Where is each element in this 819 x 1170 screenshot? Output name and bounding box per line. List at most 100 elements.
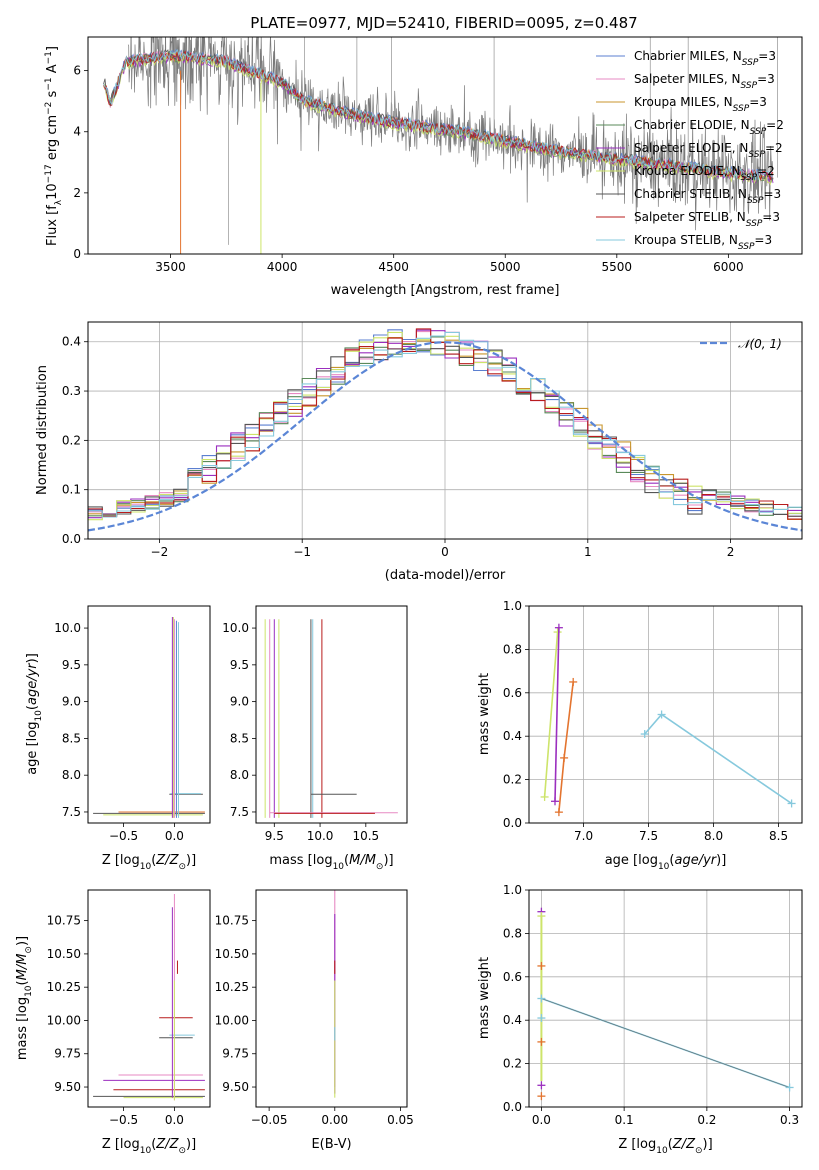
panel-frame [87,605,211,824]
y-tick-label: 0.2 [62,433,81,447]
panel-massweight-metallicity: 0.0 0.1 0.2 0.3 0.0 0.2 0.4 0.6 0.8 1.0 Z [log10(Z… [477,883,803,1156]
x-axis-label: (data-model)/error [385,568,506,583]
x-tick-label: 10.5 [352,829,379,843]
panel-frame [87,36,803,255]
legend-label: Chabrier MILES, NSSP=3 [634,49,776,68]
y-tick-label: 0.6 [503,686,522,700]
x-tick-label: 8.0 [704,829,723,843]
panel-age-metallicity: −0.5 0.0 7.5 8.0 8.5 9.0 9.5 10.0 Z [log10(Z/Z⊙)… [25,605,211,872]
x-axis-label: mass [log10(M/M⊙)] [269,853,393,872]
panel-plot-area [529,890,802,1107]
panel-frame [255,889,408,1108]
y-tick-label: 8.0 [230,768,249,782]
y-tick-label: 0.0 [503,1100,522,1114]
y-tick-label: 0.2 [503,1057,522,1071]
x-tick-label: 7.5 [639,829,658,843]
x-tick-label: 5000 [490,260,521,274]
x-tick-label: 0 [441,545,449,559]
legend-label: Kroupa ELODIE, NSSP=2 [634,164,775,183]
y-tick-label: 10.50 [215,947,249,961]
panel-residuals: −2 −1 0 1 2 0.0 0.1 0.2 0.3 0.4 𝒩(0, 1) (data-model… [35,321,803,583]
x-tick-label: 5500 [602,260,633,274]
x-tick-label: 3500 [155,260,186,274]
x-axis-label: E(B-V) [311,1137,351,1152]
mass-weight-series-line [558,681,574,813]
residual-histogram-step [88,336,802,517]
legend-label: Kroupa MILES, NSSP=3 [634,95,767,114]
x-tick-label: 0.0 [165,1113,184,1127]
mass-weight-series-line [543,631,559,798]
x-tick-label: 4000 [267,260,298,274]
y-tick-label: 0.2 [503,773,522,787]
legend-label: Salpeter MILES, NSSP=3 [634,72,775,91]
legend-label: Chabrier ELODIE, NSSP=2 [634,118,784,137]
panel-frame [528,605,803,824]
legend-label: 𝒩(0, 1) [738,337,782,351]
y-tick-label: 10.25 [47,980,81,994]
y-tick-label: 9.0 [62,695,81,709]
y-tick-label: 0.1 [62,483,81,497]
legend-label: Salpeter STELIB, NSSP=3 [634,210,780,229]
x-axis-label: Z [log10(Z/Z⊙)] [618,1137,712,1156]
y-tick-label: 10.0 [222,621,249,635]
y-tick-label: 0.8 [503,926,522,940]
x-tick-label: 0.05 [387,1113,414,1127]
x-tick-label: 10.0 [307,829,334,843]
x-axis-label: wavelength [Angstrom, rest frame] [331,283,560,298]
x-tick-label: 0.0 [532,1113,551,1127]
y-tick-label: 0.6 [503,970,522,984]
observed-spectrum-line [127,37,774,231]
normal-distribution-curve [88,341,802,532]
mass-weight-series-line [554,627,560,802]
x-axis-label: Z [log10(Z/Z⊙)] [102,853,196,872]
panel-mass-ebv: −0.05 0.00 0.05 9.50 9.75 10.00 10.25 10.50 10.7… [215,889,414,1152]
y-tick-label: 9.75 [54,1047,81,1061]
y-axis-label: mass [log10(M/M⊙)] [15,936,34,1060]
y-tick-label: 2 [73,186,81,200]
panel-age-mass: 9.5 10.0 10.5 7.5 8.0 8.5 9.0 9.5 10.0 mass [log1… [222,605,408,872]
y-tick-label: 10.75 [215,914,249,928]
x-tick-label: 0.3 [780,1113,799,1127]
spectrum-legend: Chabrier MILES, NSSP=3 Salpeter MILES, NS… [596,49,784,252]
residual-histogram-step [88,331,802,518]
x-axis-label: age [log10(age/yr)] [605,853,727,872]
y-axis-label: mass weight [477,957,492,1039]
mass-weight-series-line [644,713,793,805]
y-tick-label: 9.5 [230,658,249,672]
x-tick-label: 6000 [713,260,744,274]
model-spectrum-line [103,50,774,182]
x-tick-label: 9.5 [265,829,284,843]
y-tick-label: 4 [73,125,81,139]
mass-weight-series-line [541,998,790,1088]
panel-mass-metallicity: −0.5 0.0 9.50 9.75 10.00 10.25 10.50 10.75 Z [lo… [15,889,211,1156]
panel-spectrum: 3500 4000 4500 5000 5500 6000 0 2 4 6 Chabrier MIL… [44,36,803,298]
x-tick-label: −0.5 [109,1113,138,1127]
legend-label: Salpeter ELODIE, NSSP=2 [634,141,783,160]
y-tick-label: 0.4 [503,729,522,743]
residual-histogram-step [88,328,802,520]
x-tick-label: −0.5 [109,829,138,843]
y-tick-label: 1.0 [503,599,522,613]
y-tick-label: 9.75 [222,1047,249,1061]
panel-plot-area [103,37,778,254]
model-spectrum-line [103,49,774,181]
panel-plot-area [93,893,205,1101]
y-tick-label: 9.50 [222,1080,249,1094]
panel-plot-area [93,617,205,818]
y-axis-label: Normed distribution [35,365,50,495]
x-tick-label: 2 [727,545,735,559]
x-tick-label: 4500 [378,260,409,274]
y-tick-label: 9.0 [230,695,249,709]
plot-layer: 3500 4000 4500 5000 5500 6000 0 2 4 6 Chabrier MIL… [15,36,803,1156]
y-tick-label: 10.0 [54,621,81,635]
y-tick-label: 8.0 [62,768,81,782]
y-tick-label: 0.4 [503,1013,522,1027]
y-tick-label: 10.00 [215,1013,249,1027]
x-tick-label: 0.1 [615,1113,634,1127]
y-tick-label: 0.8 [503,642,522,656]
x-tick-label: −1 [293,545,311,559]
y-tick-label: 6 [73,64,81,78]
y-tick-label: 8.5 [230,731,249,745]
y-tick-label: 0.0 [503,816,522,830]
